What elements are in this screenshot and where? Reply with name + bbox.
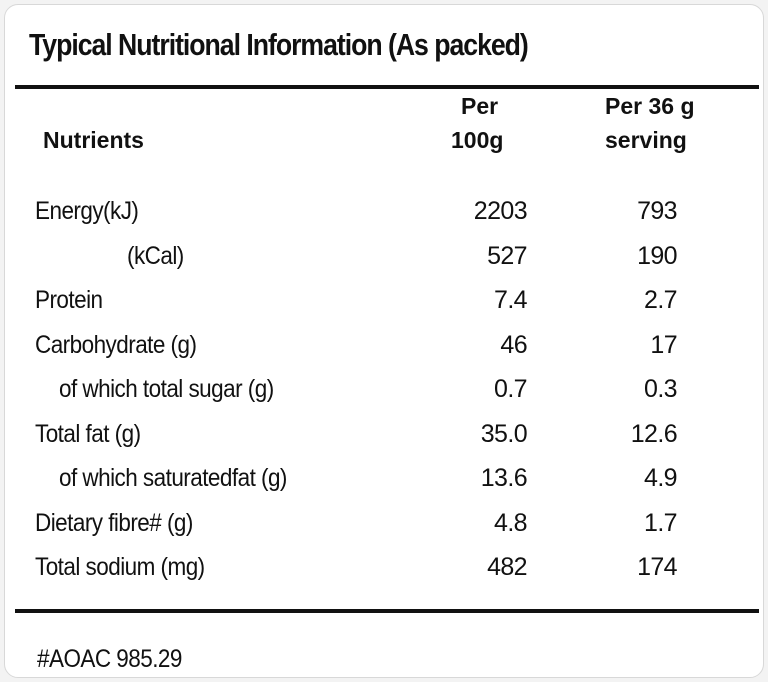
value-per-100g: 13.6 — [480, 464, 528, 492]
value-per-100g: 46 — [500, 330, 527, 359]
header-per-100g: 100g — [451, 127, 504, 153]
nutrient-label: Dietary fibre# (g) — [35, 508, 193, 537]
value-per-serving: 0.3 — [644, 375, 678, 403]
nutrient-label: Protein — [35, 286, 103, 314]
nutrient-label: Energy(kJ) — [35, 197, 139, 225]
nutrient-label: (kCal) — [127, 241, 184, 270]
value-per-serving: 1.7 — [644, 508, 678, 537]
value-per-serving: 174 — [637, 553, 678, 581]
nutrient-label: Total sodium (mg) — [35, 553, 205, 581]
nutrient-label: Carbohydrate (g) — [35, 330, 197, 359]
value-per-100g: 4.8 — [494, 508, 528, 537]
footnote: #AOAC 985.29 — [37, 645, 182, 673]
value-per-100g: 35.0 — [480, 419, 528, 448]
value-per-serving: 12.6 — [630, 419, 678, 448]
value-per-serving: 2.7 — [644, 286, 678, 314]
header-per-serving: serving — [605, 127, 687, 153]
value-per-100g: 527 — [487, 241, 528, 270]
divider — [15, 609, 759, 613]
nutrient-label: of which saturatedfat (g) — [59, 464, 287, 492]
title: Typical Nutritional Information (As pack… — [29, 27, 529, 62]
value-per-serving: 793 — [637, 197, 678, 225]
value-per-serving: 190 — [637, 241, 678, 270]
divider — [15, 85, 759, 89]
value-per-100g: 7.4 — [494, 286, 528, 314]
nutrient-label: of which total sugar (g) — [59, 375, 274, 403]
nutrient-label: Total fat (g) — [35, 419, 141, 448]
header-nutrients: Nutrients — [43, 127, 144, 153]
value-per-100g: 482 — [487, 553, 528, 581]
nutrition-panel: Typical Nutritional Information (As pack… — [4, 4, 764, 678]
header-per-100g: Per — [461, 93, 499, 119]
value-per-100g: 2203 — [473, 197, 528, 225]
value-per-serving: 4.9 — [644, 464, 678, 492]
value-per-100g: 0.7 — [494, 375, 528, 403]
value-per-serving: 17 — [650, 330, 677, 359]
header-per-serving: Per 36 g — [605, 93, 695, 119]
